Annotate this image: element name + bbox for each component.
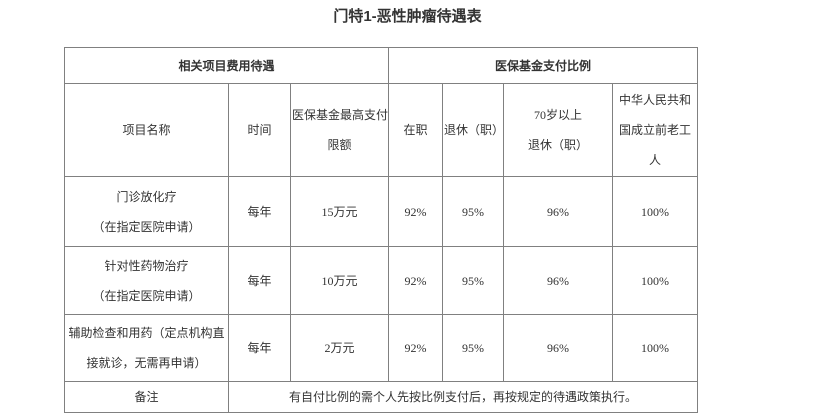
col-header-retired: 退休（职） bbox=[442, 83, 505, 177]
retired70-ratio-cell: 96% bbox=[503, 246, 614, 315]
retired-ratio-cell: 95% bbox=[442, 314, 505, 382]
pre-prc-ratio-cell: 100% bbox=[612, 176, 699, 247]
pre-prc-ratio-cell: 100% bbox=[612, 246, 699, 315]
col-header-retired-over70: 70岁以上 退休（职） bbox=[503, 83, 614, 177]
limit-cell: 2万元 bbox=[289, 314, 390, 382]
retired-ratio-cell: 95% bbox=[442, 246, 505, 315]
project-cell: 辅助检查和用药（定点机构直 接就诊，无需再申请） bbox=[64, 314, 229, 382]
limit-cell: 10万元 bbox=[289, 246, 390, 315]
remark-text: 有自付比例的需个人先按比例支付后，再按规定的待遇政策执行。 bbox=[227, 381, 699, 413]
retired70-ratio-cell: 96% bbox=[503, 314, 614, 382]
project-cell: 门诊放化疗 （在指定医院申请） bbox=[64, 176, 229, 247]
limit-cell: 15万元 bbox=[289, 176, 390, 247]
benefits-table: 相关项目费用待遇 医保基金支付比例 项目名称 时间 医保基金最高支付 限额 在职… bbox=[63, 47, 699, 413]
group-header-row: 相关项目费用待遇 医保基金支付比例 bbox=[63, 47, 699, 84]
col-header-time: 时间 bbox=[228, 83, 291, 177]
employed-ratio-cell: 92% bbox=[388, 314, 444, 382]
table-row: 门诊放化疗 （在指定医院申请） 每年 15万元 92% 95% 96% 100% bbox=[64, 176, 699, 247]
group-header-ratio: 医保基金支付比例 bbox=[388, 47, 699, 84]
table-row: 辅助检查和用药（定点机构直 接就诊，无需再申请） 每年 2万元 92% 95% … bbox=[64, 314, 699, 382]
col-header-employed: 在职 bbox=[388, 83, 444, 177]
remark-label: 备注 bbox=[64, 381, 229, 413]
employed-ratio-cell: 92% bbox=[388, 246, 444, 315]
col-header-pre-prc-workers: 中华人民共和 国成立前老工 人 bbox=[612, 83, 699, 177]
group-header-cost: 相关项目费用待遇 bbox=[63, 47, 390, 84]
col-header-max-limit: 医保基金最高支付 限额 bbox=[289, 83, 390, 177]
project-cell: 针对性药物治疗 （在指定医院申请） bbox=[64, 246, 229, 315]
column-header-row: 项目名称 时间 医保基金最高支付 限额 在职 退休（职） 70岁以上 退休（职）… bbox=[64, 83, 699, 177]
page-title: 门特1-恶性肿瘤待遇表 bbox=[333, 8, 482, 25]
time-cell: 每年 bbox=[228, 176, 291, 247]
time-cell: 每年 bbox=[228, 246, 291, 315]
time-cell: 每年 bbox=[228, 314, 291, 382]
pre-prc-ratio-cell: 100% bbox=[612, 314, 699, 382]
col-header-project: 项目名称 bbox=[64, 83, 229, 177]
employed-ratio-cell: 92% bbox=[388, 176, 444, 247]
retired70-ratio-cell: 96% bbox=[503, 176, 614, 247]
table-row: 针对性药物治疗 （在指定医院申请） 每年 10万元 92% 95% 96% 10… bbox=[64, 246, 699, 315]
retired-ratio-cell: 95% bbox=[442, 176, 505, 247]
remark-row: 备注 有自付比例的需个人先按比例支付后，再按规定的待遇政策执行。 bbox=[64, 381, 699, 413]
